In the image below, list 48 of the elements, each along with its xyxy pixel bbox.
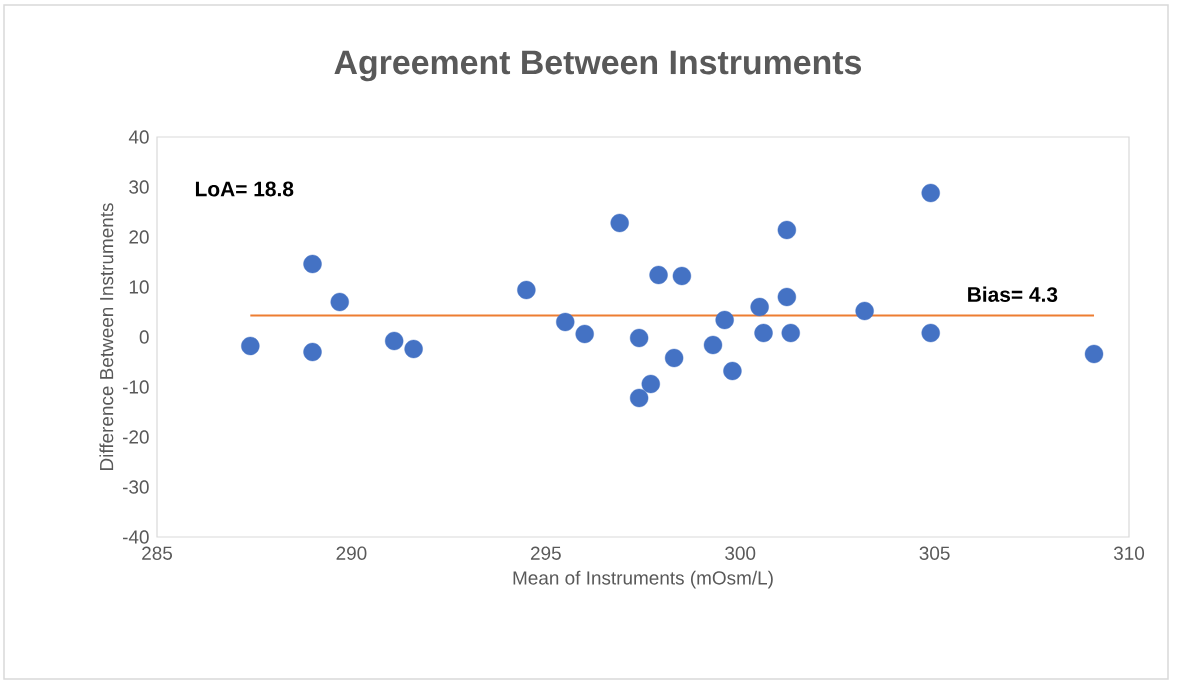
point	[330, 292, 349, 312]
point	[629, 388, 649, 408]
x-axis-title: Mean of Instruments (mOsm/L)	[513, 570, 773, 589]
point	[1084, 344, 1104, 364]
y-tick-label: 30	[129, 180, 149, 194]
y-tick-label: -40	[122, 530, 149, 544]
annotation: LoA= 18.8	[195, 181, 294, 197]
point	[641, 374, 660, 394]
point	[921, 183, 940, 203]
point	[649, 265, 668, 285]
y-tick-label: 10	[129, 280, 149, 294]
point	[664, 348, 684, 368]
x-tick-label: 295	[530, 546, 561, 560]
x-tick-label: 310	[1113, 546, 1145, 560]
y-tick-label: 20	[129, 230, 149, 244]
point	[855, 301, 874, 321]
point	[921, 323, 940, 343]
point	[384, 331, 404, 351]
y-tick-label: 0	[139, 330, 149, 344]
point	[610, 213, 629, 233]
annotation: Bias= 4.3	[968, 286, 1058, 302]
y-tick-label: -20	[122, 430, 149, 444]
x-tick-label: 300	[725, 546, 756, 560]
y-tick-label: -30	[122, 480, 149, 494]
x-tick-label: 305	[919, 546, 950, 560]
y-axis-title: Difference Between Instruments	[99, 203, 114, 470]
point	[754, 323, 773, 343]
point	[241, 336, 260, 356]
point	[556, 312, 575, 332]
point	[303, 342, 322, 362]
chart-title: Agreement Between Instruments	[334, 50, 862, 82]
point	[777, 220, 797, 240]
point	[703, 335, 723, 355]
point	[723, 361, 742, 381]
point	[715, 310, 734, 330]
point	[629, 328, 649, 348]
y-tick-label: -10	[122, 380, 149, 394]
point	[672, 266, 692, 286]
point	[781, 323, 800, 343]
point	[750, 297, 769, 317]
point	[777, 287, 797, 307]
point	[575, 324, 594, 344]
point	[303, 254, 322, 274]
y-tick-label: 40	[128, 130, 149, 144]
x-tick-label: 290	[336, 546, 367, 560]
point	[517, 280, 536, 300]
x-tick-label: 285	[142, 546, 172, 560]
point	[404, 339, 423, 359]
